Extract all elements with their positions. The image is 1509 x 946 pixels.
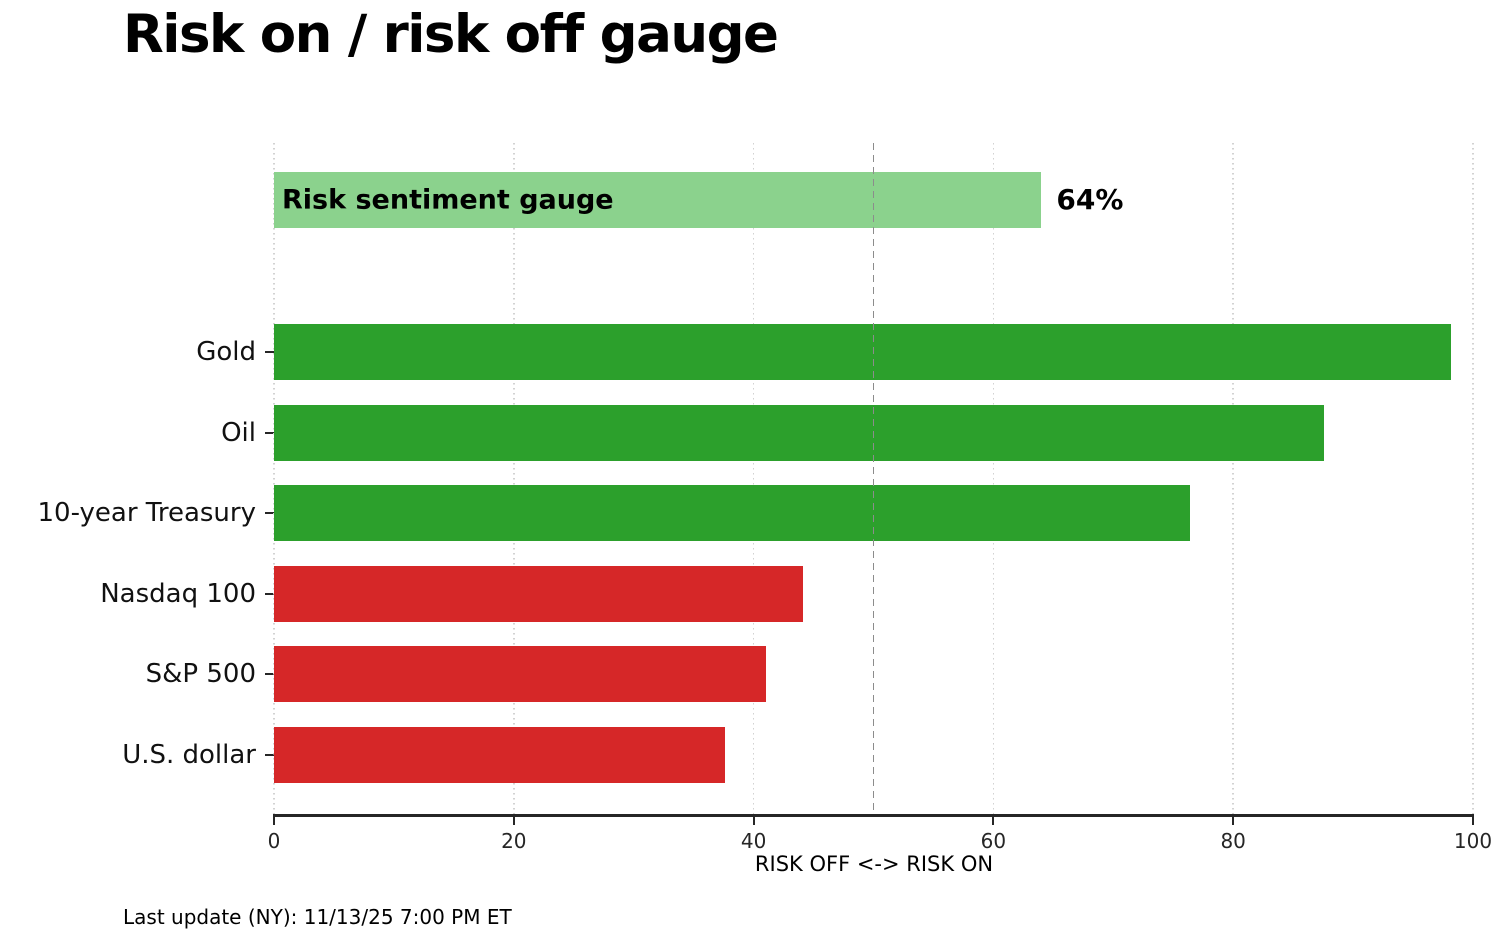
x-tick-label-40: 40 — [740, 829, 767, 853]
y-label-u-s-dollar: U.S. dollar — [122, 740, 256, 770]
gridline-80 — [1232, 143, 1234, 815]
y-label-oil: Oil — [221, 417, 256, 448]
y-tick-u-s-dollar — [265, 754, 274, 756]
y-tick-gold — [265, 351, 274, 353]
y-tick-nasdaq-100 — [265, 592, 274, 595]
gauge-bar-label: Risk sentiment gauge — [282, 184, 614, 216]
x-tick-label-80: 80 — [1220, 829, 1246, 853]
x-tick-60 — [992, 816, 995, 825]
x-tick-80 — [1232, 816, 1235, 825]
x-tick-label-100: 100 — [1453, 829, 1493, 853]
gridline-60 — [992, 143, 995, 815]
y-tick-oil — [265, 431, 274, 434]
x-axis-label: RISK OFF <-> RISK ON — [754, 852, 994, 876]
plot-area: 0 20 40 60 80 100 Risk sentiment gauge 64% Gold O… — [38, 143, 1492, 853]
bar-10-year-treasury — [274, 485, 1191, 542]
y-label-10-year-treasury: 10-year Treasury — [37, 498, 257, 529]
gridline-40 — [752, 143, 755, 815]
bar-u-s-dollar — [274, 727, 725, 783]
x-axis-spine — [273, 813, 1474, 817]
bar-s-p-500 — [274, 646, 766, 703]
bar-oil — [274, 404, 1325, 461]
x-tick-label-0: 0 — [267, 829, 281, 853]
gridline-100 — [1472, 143, 1474, 815]
last-update-caption: Last update (NY): 11/13/25 7:00 PM ET — [123, 905, 512, 929]
y-label-s-p-500: S&P 500 — [145, 659, 256, 690]
bar-nasdaq-100 — [274, 565, 803, 622]
x-tick-100 — [1472, 816, 1474, 825]
gridline-20 — [513, 143, 515, 815]
risk-neutral-refline — [872, 143, 875, 815]
bar-gold — [274, 324, 1452, 380]
y-label-gold: Gold — [196, 337, 256, 367]
y-label-nasdaq-100: Nasdaq 100 — [100, 578, 256, 609]
x-tick-20 — [512, 816, 515, 825]
x-tick-label-60: 60 — [980, 829, 1007, 853]
chart-title: Risk on / risk off gauge — [123, 4, 779, 65]
x-tick-40 — [752, 816, 755, 825]
x-tick-label-20: 20 — [501, 829, 527, 853]
gridline-0 — [273, 143, 275, 815]
x-tick-0 — [273, 816, 275, 825]
y-tick-10-year-treasury — [265, 512, 274, 515]
risk-sentiment-gauge-bar: Risk sentiment gauge — [274, 172, 1042, 228]
gauge-value-label: 64% — [1056, 183, 1124, 216]
y-tick-s-p-500 — [265, 673, 274, 676]
